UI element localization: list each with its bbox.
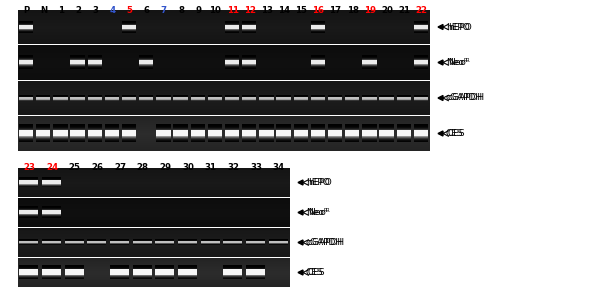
Text: 5: 5 xyxy=(127,6,132,15)
Text: 11: 11 xyxy=(226,6,239,15)
Text: 1: 1 xyxy=(58,6,64,15)
Text: Neoᴿ: Neoᴿ xyxy=(308,208,330,217)
Text: hEPO: hEPO xyxy=(306,178,330,187)
Text: 24: 24 xyxy=(46,163,58,172)
Text: 18: 18 xyxy=(347,6,359,15)
Text: 21: 21 xyxy=(399,6,410,15)
Text: 3: 3 xyxy=(92,6,98,15)
Text: 29: 29 xyxy=(159,163,172,172)
Text: 30: 30 xyxy=(182,163,194,172)
Polygon shape xyxy=(438,60,443,65)
Text: 22: 22 xyxy=(415,6,427,15)
Text: hEPO: hEPO xyxy=(308,178,331,187)
Text: 6: 6 xyxy=(144,6,149,15)
Polygon shape xyxy=(438,25,443,30)
Text: 2: 2 xyxy=(75,6,81,15)
Text: N: N xyxy=(40,6,47,15)
Text: cGAPDH: cGAPDH xyxy=(306,238,343,247)
Text: 33: 33 xyxy=(250,163,262,172)
Text: Neoᴿ: Neoᴿ xyxy=(448,58,470,67)
Text: cGAPDH: cGAPDH xyxy=(446,93,483,103)
Text: 26: 26 xyxy=(92,163,103,172)
Polygon shape xyxy=(438,131,443,136)
Text: 19: 19 xyxy=(364,6,376,15)
Text: 4: 4 xyxy=(109,6,116,15)
Text: 14: 14 xyxy=(278,6,290,15)
Polygon shape xyxy=(298,210,303,215)
Text: cGAPDH: cGAPDH xyxy=(448,93,485,103)
Text: hEPO: hEPO xyxy=(448,23,472,32)
Text: 23: 23 xyxy=(23,163,35,172)
Text: 17: 17 xyxy=(330,6,342,15)
Text: P: P xyxy=(23,6,30,15)
Text: 13: 13 xyxy=(261,6,273,15)
Text: CES: CES xyxy=(446,129,464,138)
Text: 7: 7 xyxy=(161,6,167,15)
Text: 28: 28 xyxy=(137,163,149,172)
Text: 16: 16 xyxy=(312,6,325,15)
Polygon shape xyxy=(298,180,303,185)
Polygon shape xyxy=(298,270,303,275)
Text: 20: 20 xyxy=(381,6,393,15)
Text: hEPO: hEPO xyxy=(446,23,470,32)
Text: 31: 31 xyxy=(205,163,216,172)
Text: 15: 15 xyxy=(295,6,307,15)
Text: cGAPDH: cGAPDH xyxy=(308,238,345,247)
Text: 34: 34 xyxy=(272,163,285,172)
Text: CES: CES xyxy=(308,268,325,277)
Text: CES: CES xyxy=(448,129,466,138)
Text: 32: 32 xyxy=(228,163,239,172)
Text: Neoᴿ: Neoᴿ xyxy=(446,58,468,67)
Text: Neoᴿ: Neoᴿ xyxy=(306,208,328,217)
Text: 27: 27 xyxy=(114,163,126,172)
Text: 8: 8 xyxy=(178,6,184,15)
Text: 9: 9 xyxy=(195,6,201,15)
Text: 25: 25 xyxy=(69,163,81,172)
Polygon shape xyxy=(438,96,443,100)
Text: CES: CES xyxy=(306,268,323,277)
Text: 10: 10 xyxy=(210,6,221,15)
Polygon shape xyxy=(298,240,303,245)
Text: 12: 12 xyxy=(244,6,256,15)
